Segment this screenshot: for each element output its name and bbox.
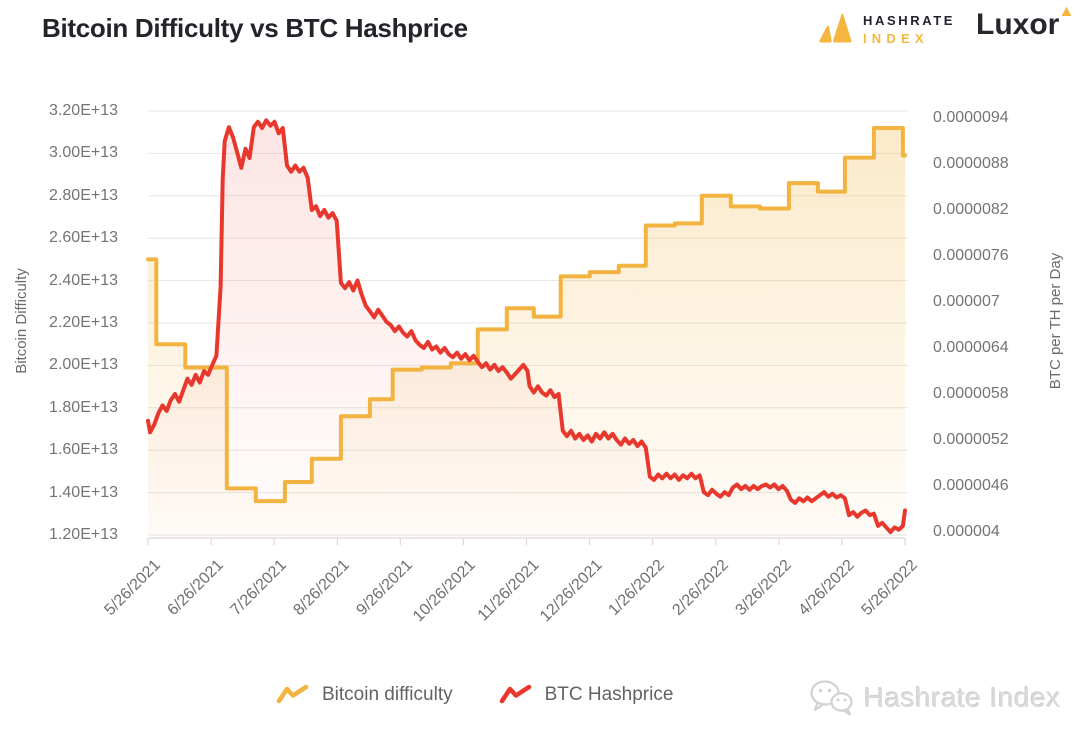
chart-canvas xyxy=(146,110,908,545)
legend-label: BTC Hashprice xyxy=(544,684,674,705)
watermark-text: Hashrate Index xyxy=(864,682,1061,713)
left-axis-tick-label: 1.20E+13 xyxy=(49,526,118,543)
right-axis-tick-label: 0.0000076 xyxy=(933,247,1009,264)
difficulty-line-swatch-icon xyxy=(276,684,310,706)
hashprice-series-line xyxy=(146,118,907,534)
page-title: Bitcoin Difficulty vs BTC Hashprice xyxy=(42,13,468,43)
difficulty-series-line xyxy=(146,126,907,504)
right-axis-tick-label: 0.0000058 xyxy=(933,385,1009,402)
luxor-logo: Luxor xyxy=(976,6,1072,42)
left-axis-tick-label: 1.40E+13 xyxy=(49,483,118,501)
left-axis-tick-label: 1.80E+13 xyxy=(49,398,118,416)
right-axis-tick-label: 0.0000094 xyxy=(933,109,1009,126)
legend-item-bitcoin-difficulty[interactable]: Bitcoin difficulty xyxy=(276,684,453,706)
right-axis-tick-label: 0.000004 xyxy=(933,523,1000,540)
left-axis-tick-label: 2.60E+13 xyxy=(49,229,118,247)
left-axis-tick-label: 2.40E+13 xyxy=(49,271,118,289)
watermark: Hashrate Index xyxy=(808,678,1061,718)
right-axis-tick-label: 0.0000052 xyxy=(933,431,1009,448)
hashrate-index-wordmark: HASHRATE INDEX xyxy=(863,11,955,46)
left-axis-tick-label: 1.60E+13 xyxy=(49,441,118,459)
chart-legend: Bitcoin difficulty BTC Hashprice xyxy=(276,684,673,706)
hashrate-wordmark-line2: INDEX xyxy=(863,30,929,46)
legend-label: Bitcoin difficulty xyxy=(322,684,453,705)
right-axis-tick-label: 0.000007 xyxy=(933,293,1000,310)
legend-item-btc-hashprice[interactable]: BTC Hashprice xyxy=(499,684,674,706)
right-axis-tick-label: 0.0000088 xyxy=(933,155,1009,172)
left-axis-tick-label: 2.20E+13 xyxy=(49,314,118,331)
luxor-triangle-icon xyxy=(1061,6,1072,17)
hashrate-wordmark-line1: HASHRATE xyxy=(863,12,956,28)
left-axis-tick-label: 2.00E+13 xyxy=(49,356,118,374)
difficulty-area xyxy=(148,128,905,537)
hashrate-index-logo: HASHRATE INDEX xyxy=(816,9,955,47)
x-axis-tick-label: 5/26/2022 xyxy=(858,556,921,619)
hashprice-line-swatch-icon xyxy=(499,684,533,706)
right-axis-tick-label: 0.0000046 xyxy=(933,477,1009,494)
hashrate-index-logo-icon xyxy=(816,9,854,47)
right-axis-title: BTC per TH per Day xyxy=(1047,252,1064,390)
luxor-wordmark: Luxor xyxy=(976,8,1060,41)
right-axis-tick-label: 0.0000064 xyxy=(933,339,1009,356)
left-axis-tick-label: 3.00E+13 xyxy=(49,144,118,162)
left-axis-tick-label: 3.20E+13 xyxy=(49,102,118,119)
wechat-icon xyxy=(808,678,854,718)
left-axis-tick-label: 2.80E+13 xyxy=(49,186,118,204)
hashprice-area xyxy=(148,120,905,538)
right-axis-tick-label: 0.0000082 xyxy=(933,201,1009,218)
